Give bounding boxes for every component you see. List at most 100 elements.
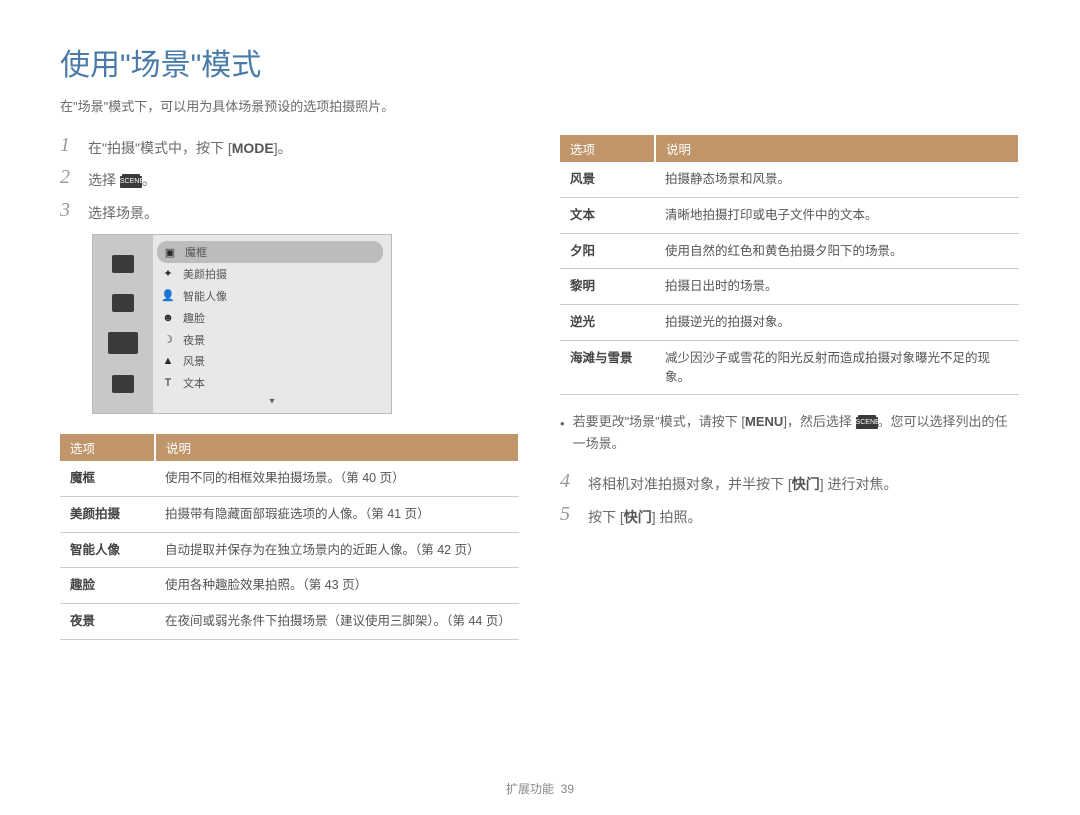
step-text-post: ]。	[274, 140, 292, 156]
table-row: 夜景在夜间或弱光条件下拍摄场景（建议使用三脚架）。（第 44 页）	[60, 604, 519, 640]
step-text: 选择场景。	[88, 200, 158, 224]
frame-icon: ▣	[163, 245, 177, 259]
landscape-icon: ▲	[161, 354, 175, 368]
step-text-pre: 选择	[88, 172, 120, 188]
scene-row: ☽ 夜景	[161, 329, 383, 351]
page-subtitle: 在"场景"模式下，可以用为具体场景预设的选项拍摄照片。	[60, 96, 1020, 115]
mode-icon-a	[112, 255, 134, 273]
option-desc: 在夜间或弱光条件下拍摄场景（建议使用三脚架）。（第 44 页）	[155, 604, 519, 640]
option-name: 智能人像	[60, 532, 155, 568]
option-name: 夕阳	[560, 233, 655, 269]
option-name: 黎明	[560, 269, 655, 305]
scene-row-label: 魔框	[185, 244, 207, 260]
right-column: 选项 说明 风景拍摄静态场景和风景。 文本清晰地拍摄打印或电子文件中的文本。 夕…	[560, 135, 1020, 640]
step-text: 在"拍摄"模式中，按下 [MODE]。	[88, 135, 292, 159]
option-name: 风景	[560, 162, 655, 197]
table-header-option: 选项	[560, 135, 655, 162]
menu-button-label: MENU	[745, 414, 783, 429]
footer-section: 扩展功能	[506, 782, 554, 796]
scene-row-label: 美颜拍摄	[183, 266, 227, 282]
page-footer: 扩展功能 39	[0, 780, 1080, 797]
options-table-left: 选项 说明 魔框使用不同的相框效果拍摄场景。（第 40 页） 美颜拍摄拍摄带有隐…	[60, 434, 520, 640]
shutter-button-label: 快门	[792, 476, 820, 492]
option-desc: 使用各种趣脸效果拍照。（第 43 页）	[155, 568, 519, 604]
mode-icon-scene-selected	[108, 332, 138, 354]
funface-icon: ☻	[161, 311, 175, 325]
scene-row-label: 文本	[183, 375, 205, 391]
page-title: 使用"场景"模式	[60, 40, 1020, 84]
table-row: 魔框使用不同的相框效果拍摄场景。（第 40 页）	[60, 461, 519, 496]
options-table-right: 选项 说明 风景拍摄静态场景和风景。 文本清晰地拍摄打印或电子文件中的文本。 夕…	[560, 135, 1020, 395]
table-row: 美颜拍摄拍摄带有隐藏面部瑕疵选项的人像。（第 41 页）	[60, 496, 519, 532]
scene-row: ☻ 趣脸	[161, 307, 383, 329]
scene-row-label: 风景	[183, 353, 205, 369]
step-4: 4 将相机对准拍摄对象，并半按下 [快门] 进行对焦。	[560, 471, 1020, 495]
table-row: 黎明拍摄日出时的场景。	[560, 269, 1019, 305]
option-name: 美颜拍摄	[60, 496, 155, 532]
step-5: 5 按下 [快门] 拍照。	[560, 504, 1020, 528]
beauty-icon: ✦	[161, 267, 175, 281]
step-number: 5	[560, 504, 578, 524]
table-row: 智能人像自动提取并保存为在独立场景内的近距人像。（第 42 页）	[60, 532, 519, 568]
step-list-right: 4 将相机对准拍摄对象，并半按下 [快门] 进行对焦。 5 按下 [快门] 拍照…	[560, 471, 1020, 528]
scene-selector-list: ▣ 魔框 ✦ 美颜拍摄 👤 智能人像 ☻ 趣脸 ☽ 夜景	[153, 235, 391, 413]
scene-row: T 文本	[161, 372, 383, 394]
note: • 若要更改"场景"模式，请按下 [MENU]，然后选择 SCENE。您可以选择…	[560, 411, 1020, 455]
step-3: 3 选择场景。	[60, 200, 520, 224]
night-icon: ☽	[161, 333, 175, 347]
footer-page-number: 39	[561, 782, 574, 796]
step-number: 2	[60, 167, 78, 187]
shutter-button-label: 快门	[624, 509, 652, 525]
step-1: 1 在"拍摄"模式中，按下 [MODE]。	[60, 135, 520, 159]
table-row: 夕阳使用自然的红色和黄色拍摄夕阳下的场景。	[560, 233, 1019, 269]
option-desc: 拍摄逆光的拍摄对象。	[655, 305, 1019, 341]
option-desc: 拍摄日出时的场景。	[655, 269, 1019, 305]
table-header-desc: 说明	[155, 434, 519, 461]
step-number: 3	[60, 200, 78, 220]
scene-row-label: 智能人像	[183, 288, 227, 304]
step-number: 1	[60, 135, 78, 155]
step-2: 2 选择 SCENE。	[60, 167, 520, 191]
option-name: 文本	[560, 197, 655, 233]
step-list-left: 1 在"拍摄"模式中，按下 [MODE]。 2 选择 SCENE。 3 选择场景…	[60, 135, 520, 224]
step-text: 选择 SCENE。	[88, 167, 156, 191]
chevron-down-icon: ▾	[161, 396, 383, 407]
scene-mode-icon: SCENE	[856, 417, 878, 429]
option-name: 海滩与雪景	[560, 340, 655, 395]
mode-icon-b	[112, 294, 134, 312]
option-desc: 使用不同的相框效果拍摄场景。（第 40 页）	[155, 461, 519, 496]
scene-row-label: 夜景	[183, 332, 205, 348]
scene-mode-icon: SCENE	[120, 176, 142, 188]
table-row: 海滩与雪景减少因沙子或雪花的阳光反射而造成拍摄对象曝光不足的现象。	[560, 340, 1019, 395]
table-row: 风景拍摄静态场景和风景。	[560, 162, 1019, 197]
step-number: 4	[560, 471, 578, 491]
option-desc: 使用自然的红色和黄色拍摄夕阳下的场景。	[655, 233, 1019, 269]
option-desc: 拍摄静态场景和风景。	[655, 162, 1019, 197]
scene-selector-preview: ▣ 魔框 ✦ 美颜拍摄 👤 智能人像 ☻ 趣脸 ☽ 夜景	[92, 234, 392, 414]
text-icon: T	[161, 376, 175, 390]
option-name: 逆光	[560, 305, 655, 341]
scene-selector-left-icons	[93, 235, 153, 413]
scene-row: ▣ 魔框	[157, 241, 383, 263]
table-header-option: 选项	[60, 434, 155, 461]
left-column: 1 在"拍摄"模式中，按下 [MODE]。 2 选择 SCENE。 3 选择场景…	[60, 135, 520, 640]
bullet-icon: •	[560, 411, 565, 455]
option-desc: 拍摄带有隐藏面部瑕疵选项的人像。（第 41 页）	[155, 496, 519, 532]
option-name: 趣脸	[60, 568, 155, 604]
step-text: 将相机对准拍摄对象，并半按下 [快门] 进行对焦。	[588, 471, 898, 495]
content-columns: 1 在"拍摄"模式中，按下 [MODE]。 2 选择 SCENE。 3 选择场景…	[60, 135, 1020, 640]
note-text: 若要更改"场景"模式，请按下 [MENU]，然后选择 SCENE。您可以选择列出…	[573, 411, 1020, 455]
table-row: 文本清晰地拍摄打印或电子文件中的文本。	[560, 197, 1019, 233]
scene-row-label: 趣脸	[183, 310, 205, 326]
mode-button-label: MODE	[232, 140, 274, 156]
option-desc: 减少因沙子或雪花的阳光反射而造成拍摄对象曝光不足的现象。	[655, 340, 1019, 395]
step-text-pre: 在"拍摄"模式中，按下 [	[88, 140, 232, 156]
scene-row: ✦ 美颜拍摄	[161, 263, 383, 285]
option-desc: 清晰地拍摄打印或电子文件中的文本。	[655, 197, 1019, 233]
table-header-desc: 说明	[655, 135, 1019, 162]
option-name: 魔框	[60, 461, 155, 496]
scene-row: ▲ 风景	[161, 350, 383, 372]
table-row: 趣脸使用各种趣脸效果拍照。（第 43 页）	[60, 568, 519, 604]
table-row: 逆光拍摄逆光的拍摄对象。	[560, 305, 1019, 341]
step-text: 按下 [快门] 拍照。	[588, 504, 702, 528]
